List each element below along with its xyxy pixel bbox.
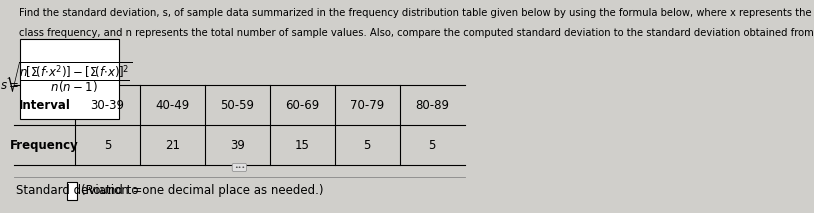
Text: 30-39: 30-39 <box>90 99 125 112</box>
Text: Find the standard deviation, s, of sample data summarized in the frequency distr: Find the standard deviation, s, of sampl… <box>19 8 814 18</box>
Text: Standard deviation =: Standard deviation = <box>16 184 142 197</box>
Text: $s=$: $s=$ <box>0 79 19 92</box>
Text: •••: ••• <box>234 165 245 170</box>
Text: 70-79: 70-79 <box>350 99 384 112</box>
Text: $\sqrt{\dfrac{n\!\left[\Sigma\!\left(f{\cdot}x^2\right)\right]-\left[\Sigma\!\le: $\sqrt{\dfrac{n\!\left[\Sigma\!\left(f{\… <box>5 60 133 95</box>
FancyBboxPatch shape <box>20 39 119 119</box>
Text: (Round to one decimal place as needed.): (Round to one decimal place as needed.) <box>81 184 323 197</box>
Text: 5: 5 <box>103 139 111 152</box>
Text: 5: 5 <box>364 139 371 152</box>
Text: 21: 21 <box>165 139 180 152</box>
Text: 50-59: 50-59 <box>221 99 254 112</box>
Text: 40-49: 40-49 <box>155 99 190 112</box>
Text: 60-69: 60-69 <box>285 99 319 112</box>
Text: Frequency: Frequency <box>10 139 79 152</box>
Text: 5: 5 <box>428 139 435 152</box>
Text: 15: 15 <box>295 139 309 152</box>
Text: 39: 39 <box>230 139 245 152</box>
Text: Interval: Interval <box>19 99 71 112</box>
Text: 80-89: 80-89 <box>415 99 449 112</box>
FancyBboxPatch shape <box>68 182 77 200</box>
Text: class frequency, and n represents the total number of sample values. Also, compa: class frequency, and n represents the to… <box>19 28 814 38</box>
